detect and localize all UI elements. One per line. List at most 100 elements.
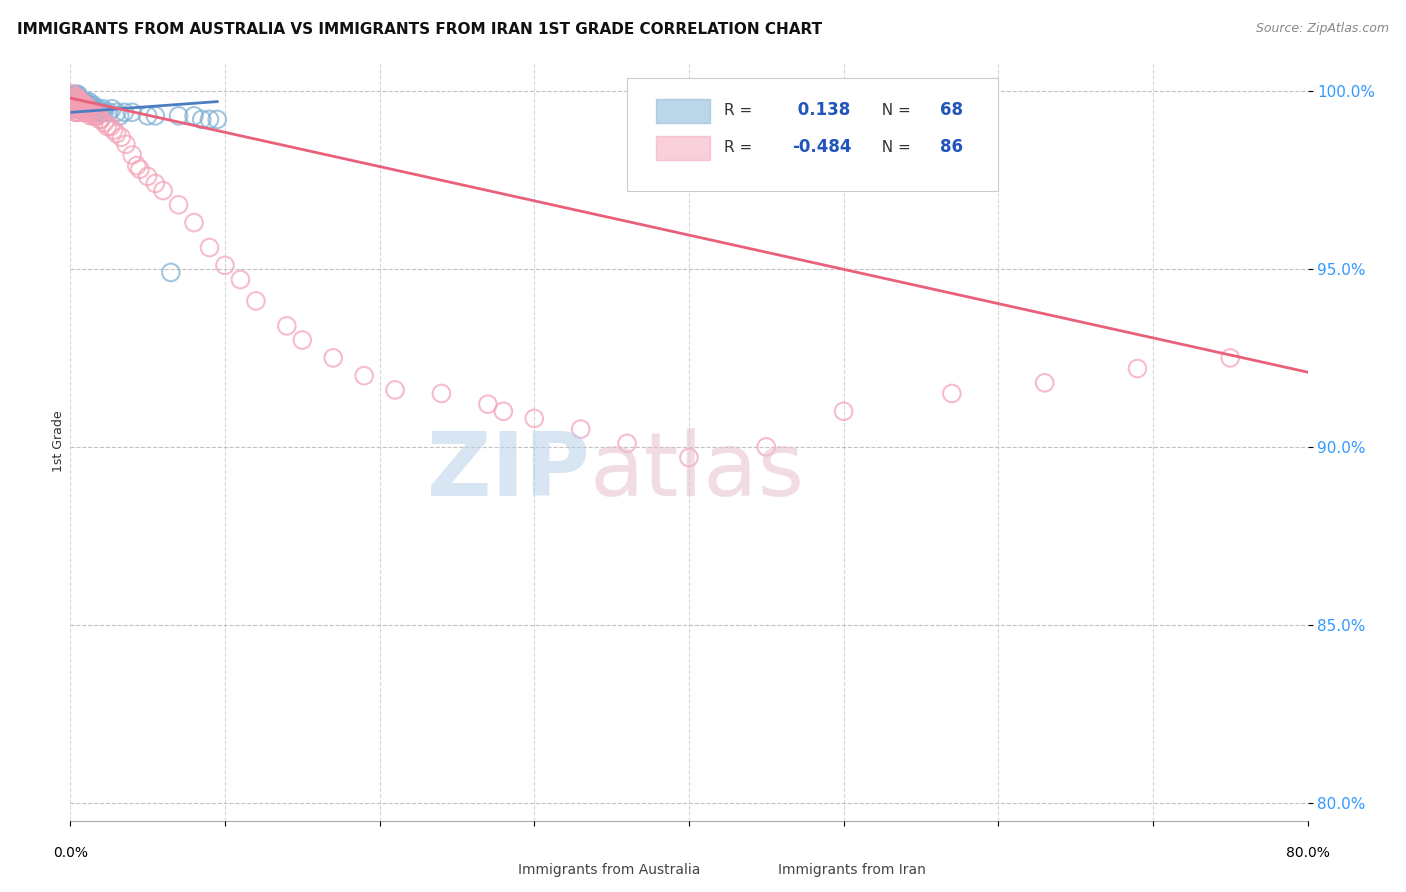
Point: [62, 98, 84, 112]
Point: [198, 241, 221, 255]
Point: [477, 397, 499, 411]
Point: [75, 105, 97, 120]
Point: [110, 130, 132, 145]
Text: -0.484: -0.484: [792, 138, 851, 156]
Point: [125, 159, 148, 173]
Point: [63, 95, 86, 109]
Point: [69, 91, 91, 105]
Point: [60, 95, 83, 109]
Point: [84, 102, 107, 116]
Point: [67, 95, 90, 109]
Point: [105, 127, 128, 141]
Point: [73, 102, 96, 116]
FancyBboxPatch shape: [655, 136, 710, 161]
Point: [82, 102, 105, 116]
Point: [69, 98, 91, 112]
Point: [76, 102, 98, 116]
Point: [62, 87, 84, 102]
Point: [65, 87, 87, 102]
Text: 68: 68: [941, 101, 963, 120]
Point: [80, 105, 103, 120]
Point: [67, 91, 90, 105]
Point: [65, 102, 87, 116]
FancyBboxPatch shape: [627, 78, 998, 191]
Text: ZIP: ZIP: [427, 428, 591, 516]
Point: [72, 105, 94, 120]
Point: [152, 184, 174, 198]
Point: [183, 109, 205, 123]
Point: [1126, 361, 1149, 376]
Point: [65, 91, 87, 105]
FancyBboxPatch shape: [655, 99, 710, 123]
Point: [65, 102, 87, 116]
Point: [101, 102, 124, 116]
Point: [145, 177, 166, 191]
Text: atlas: atlas: [591, 428, 806, 516]
Point: [69, 102, 91, 116]
Text: 0.0%: 0.0%: [53, 846, 87, 860]
Point: [67, 95, 90, 109]
Point: [60, 87, 83, 102]
Text: R =: R =: [724, 140, 756, 155]
Point: [62, 95, 84, 109]
Point: [90, 105, 112, 120]
Point: [69, 102, 91, 116]
Point: [322, 351, 344, 365]
Y-axis label: 1st Grade: 1st Grade: [52, 410, 65, 473]
FancyBboxPatch shape: [724, 861, 772, 880]
Point: [167, 198, 190, 212]
Point: [76, 102, 98, 116]
Point: [62, 91, 84, 105]
Point: [69, 95, 91, 109]
Point: [62, 91, 84, 105]
Point: [76, 98, 98, 112]
Point: [87, 109, 110, 123]
Text: Source: ZipAtlas.com: Source: ZipAtlas.com: [1256, 22, 1389, 36]
Point: [65, 95, 87, 109]
Point: [245, 293, 267, 308]
Point: [98, 105, 120, 120]
Point: [72, 95, 94, 109]
Point: [60, 91, 83, 105]
Point: [77, 105, 100, 120]
Point: [430, 386, 453, 401]
Text: 86: 86: [941, 138, 963, 156]
Point: [79, 109, 101, 123]
Point: [70, 95, 93, 109]
Point: [82, 98, 105, 112]
Point: [93, 105, 115, 120]
Point: [67, 98, 90, 112]
Point: [183, 216, 205, 230]
Point: [65, 91, 87, 105]
Point: [121, 148, 143, 162]
Point: [114, 105, 135, 120]
Point: [67, 91, 90, 105]
Point: [62, 87, 84, 102]
Point: [60, 95, 83, 109]
Point: [86, 109, 108, 123]
Point: [63, 98, 86, 112]
Point: [63, 87, 86, 102]
Point: [62, 95, 84, 109]
Point: [353, 368, 375, 383]
Point: [77, 102, 100, 116]
Point: [62, 98, 84, 112]
Text: N =: N =: [872, 140, 915, 155]
Point: [75, 102, 97, 116]
FancyBboxPatch shape: [464, 861, 512, 880]
Point: [1219, 351, 1241, 365]
Point: [93, 116, 115, 130]
Point: [84, 109, 107, 123]
Point: [65, 98, 87, 112]
Point: [1033, 376, 1056, 390]
Point: [77, 95, 100, 109]
Point: [67, 102, 90, 116]
Point: [70, 95, 93, 109]
Point: [63, 91, 86, 105]
Point: [276, 318, 298, 333]
Point: [63, 91, 86, 105]
Point: [82, 109, 105, 123]
Point: [115, 137, 138, 152]
Point: [72, 102, 94, 116]
Point: [89, 112, 111, 127]
